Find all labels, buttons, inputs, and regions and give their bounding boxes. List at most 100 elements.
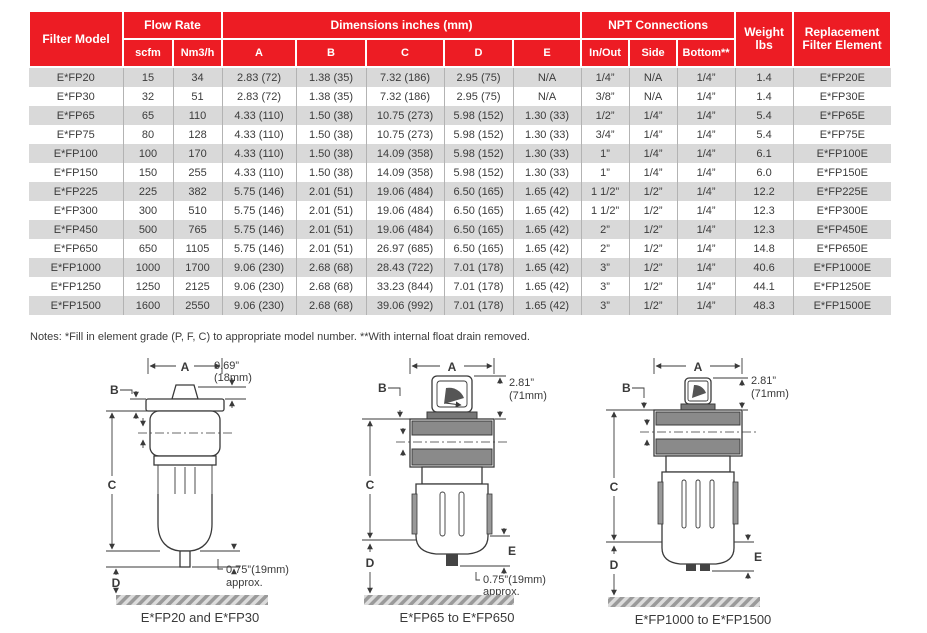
col-group-npt: NPT Connections [580, 10, 737, 40]
table-cell: 510 [172, 201, 223, 220]
table-cell: 2.68 (68) [295, 277, 367, 296]
table-cell: 1.65 (42) [512, 239, 582, 258]
table-cell: 5.4 [734, 106, 794, 125]
table-cell: E*FP300 [53, 204, 98, 217]
table-cell: 44.1 [734, 277, 794, 296]
table-cell: 1/2” [628, 277, 678, 296]
dim-e: E [712, 534, 762, 579]
dim-label-e: E [754, 550, 762, 564]
filter-body-outline [640, 409, 756, 571]
callout-drain-height: 0.75”(19mm) approx. [192, 543, 289, 589]
table-cell: E*FP150E [792, 163, 892, 182]
dim-b: B [110, 383, 150, 419]
callout-18mm: (18mm) [214, 372, 252, 384]
col-header-scfm: scfm [122, 38, 174, 68]
table-cell: E*FP650E [792, 239, 892, 258]
dim-label-d: D [366, 556, 375, 570]
table-cell: 12.3 [734, 201, 794, 220]
table-cell: 2550 [172, 296, 223, 315]
col-header-d: D [443, 38, 515, 68]
table-cell: 5.75 (146) [221, 182, 297, 201]
table-cell: 40.6 [734, 258, 794, 277]
table-cell: 1/2” [628, 258, 678, 277]
dim-label-b: B [110, 383, 119, 397]
dim-d: D [610, 545, 619, 596]
table-cell: 382 [172, 182, 223, 201]
table-cell: 1.50 (38) [295, 125, 367, 144]
dim-label-b: B [378, 381, 387, 395]
table-cell: E*FP1500E [792, 296, 892, 315]
table-cell: 1.65 (42) [512, 296, 582, 315]
col-header-inout: In/Out [580, 38, 631, 68]
table-cell: E*FP450 [53, 223, 98, 236]
table-cell: 2.68 (68) [295, 258, 367, 277]
table-cell: 14.09 (358) [365, 144, 445, 163]
table-row: E*FP20 15 34 2.83 (72) 1.38 (35) 7.32 (186) 2.… [29, 67, 892, 87]
col-header-replacement: Replacement Filter Element [792, 10, 893, 68]
table-cell: 28.43 (722) [365, 258, 445, 277]
table-cell: 1.65 (42) [512, 201, 582, 220]
table-cell: E*FP30E [792, 87, 892, 106]
table-cell: N/A [512, 67, 582, 87]
table-cell: 1/4” [676, 106, 736, 125]
table-cell: 1.50 (38) [295, 144, 367, 163]
table-cell: E*FP100E [792, 144, 892, 163]
table-cell: 5.98 (152) [443, 106, 514, 125]
table-cell: 7.32 (186) [365, 87, 445, 106]
table-cell: E*FP75 [56, 128, 95, 141]
table-cell: E*FP1000 [50, 261, 101, 274]
table-cell: 1/4” [676, 296, 736, 315]
table-cell: 6.1 [734, 144, 794, 163]
diagram-caption-fp65: E*FP65 to E*FP650 [399, 610, 515, 625]
callout-drain-height: 0.75”(19mm) approx. [475, 572, 546, 598]
diagram-caption-fp20: E*FP20 and E*FP30 [140, 610, 260, 625]
dim-label-c: C [610, 480, 619, 494]
table-row: E*FP225 225 382 5.75 (146) 2.01 (51) 19.06 (4… [29, 182, 892, 201]
callout-075: 0.75”(19mm) [483, 574, 546, 586]
table-cell: 2” [580, 220, 630, 239]
col-header-bottom: Bottom** [676, 38, 737, 68]
callout-075: 0.75”(19mm) [226, 564, 289, 576]
table-cell: 2.83 (72) [221, 67, 297, 87]
table-row: E*FP1000 1000 1700 9.06 (230) 2.68 (68) 28.43… [29, 258, 892, 277]
table-cell: 1250 [122, 277, 173, 296]
table-cell: E*FP450E [792, 220, 892, 239]
table-cell: 5.98 (152) [443, 163, 514, 182]
table-row: E*FP1500 1600 2550 9.06 (230) 2.68 (68) 39.06… [29, 296, 892, 315]
dim-c: C [106, 410, 160, 552]
table-body: E*FP20 15 34 2.83 (72) 1.38 (35) 7.32 (186) 2.… [29, 67, 892, 315]
table-cell: 1/4” [628, 163, 678, 182]
table-cell: 1.65 (42) [512, 182, 582, 201]
dim-label-d: D [610, 558, 619, 572]
table-cell: 765 [172, 220, 223, 239]
table-cell: 650 [122, 239, 173, 258]
notes-text: Notes: *Fill in element grade (P, F, C) … [30, 331, 530, 343]
gauge-dial-icon [692, 384, 706, 398]
table-cell: 6.50 (165) [443, 220, 514, 239]
table-cell: 2.95 (75) [443, 67, 514, 87]
table-cell: 1105 [172, 239, 223, 258]
table-cell: 1/4” [676, 201, 736, 220]
ground-hatch [116, 595, 268, 605]
table-cell: 7.01 (178) [443, 277, 514, 296]
table-cell: 9.06 (230) [221, 258, 297, 277]
table-cell: 1.30 (33) [512, 125, 582, 144]
gauge-dial-icon [444, 387, 464, 404]
table-cell: E*FP650 [53, 242, 98, 255]
table-cell: 1/4” [676, 258, 736, 277]
table-cell: 6.50 (165) [443, 182, 514, 201]
table-cell: 1/2” [628, 239, 678, 258]
table-cell: 6.0 [734, 163, 794, 182]
table-cell: 1.38 (35) [295, 87, 367, 106]
table-cell: 19.06 (484) [365, 182, 445, 201]
filter-body-outline [138, 384, 232, 568]
table-cell: 1” [580, 163, 630, 182]
dim-label-d: D [112, 576, 121, 590]
table-cell: 128 [172, 125, 223, 144]
filter-body-outline [396, 418, 508, 566]
table-cell: 26.97 (685) [365, 239, 445, 258]
table-cell: 1.50 (38) [295, 106, 367, 125]
table-cell: E*FP1500 [50, 299, 101, 312]
table-row: E*FP450 500 765 5.75 (146) 2.01 (51) 19.06 (4… [29, 220, 892, 239]
table-cell: 14.09 (358) [365, 163, 445, 182]
